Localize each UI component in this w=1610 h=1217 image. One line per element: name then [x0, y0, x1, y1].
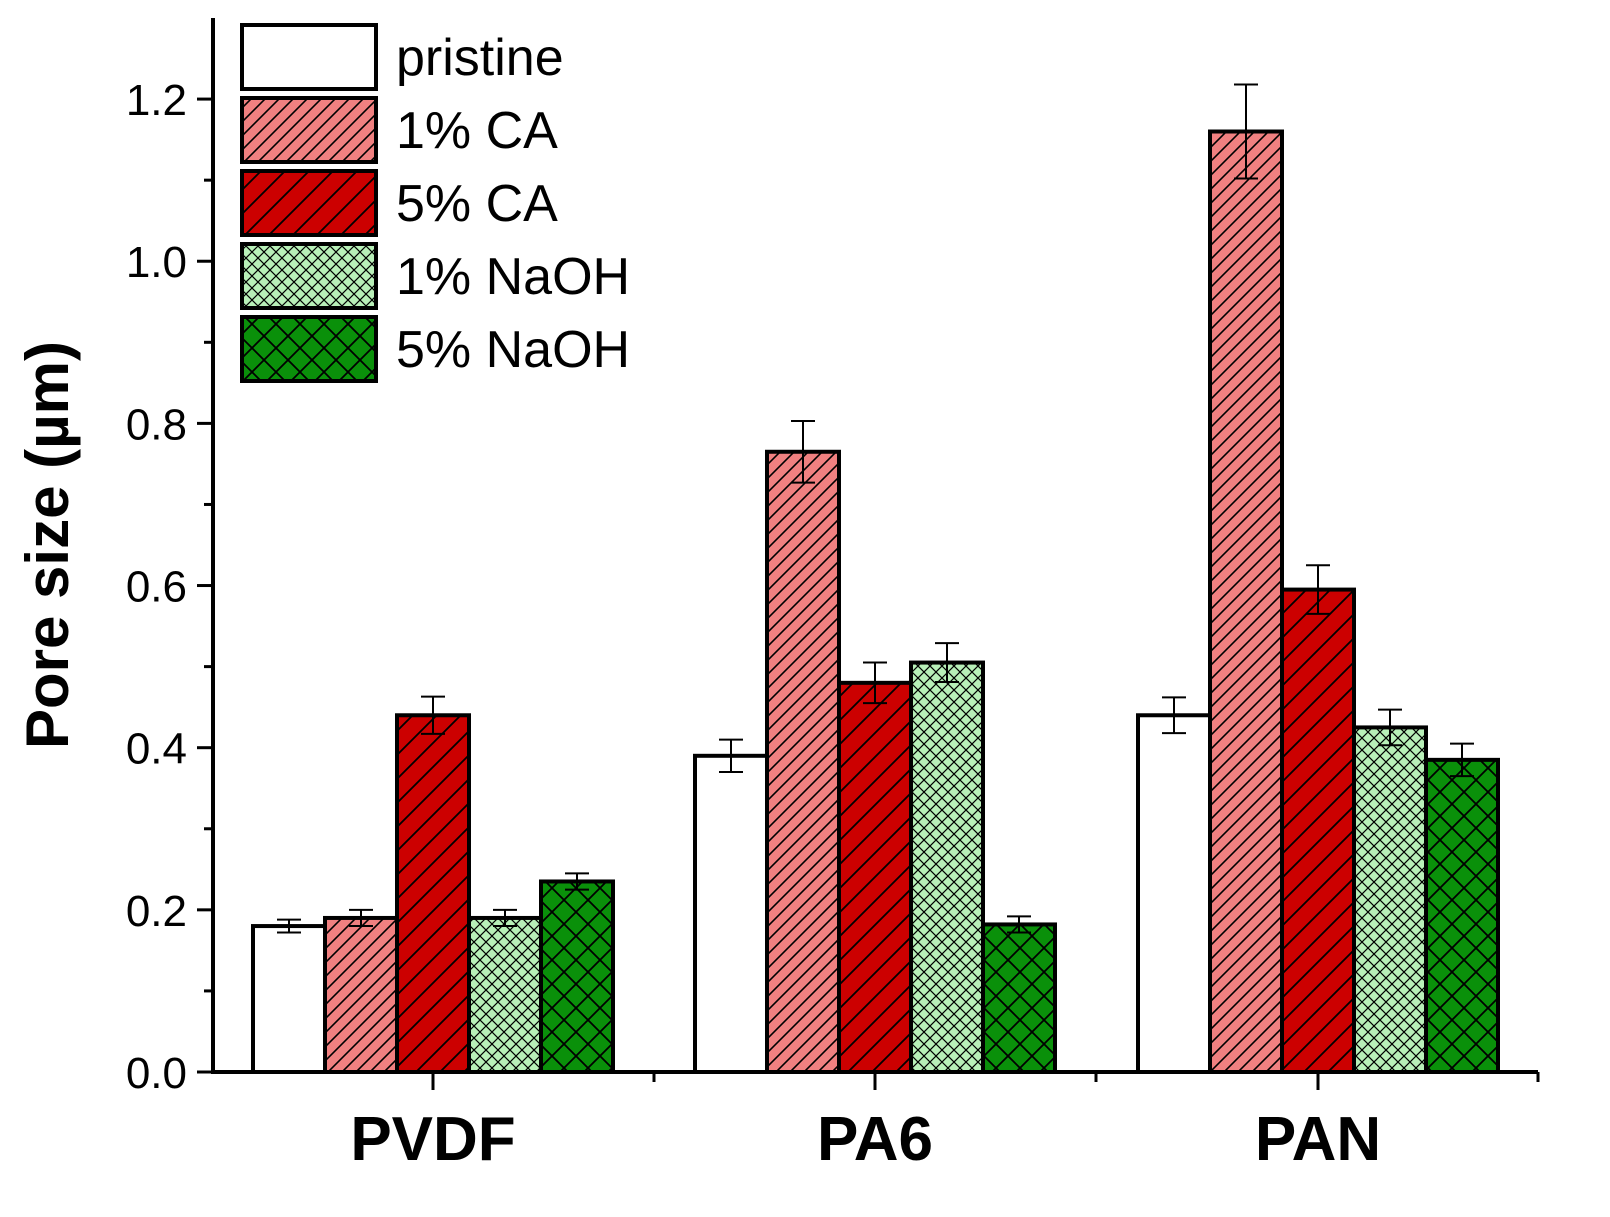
legend-label-1-ca: 1% CA — [396, 102, 558, 160]
bar-pan-5-ca — [1280, 587, 1356, 1074]
legend-label-5-ca: 5% CA — [396, 175, 558, 233]
bar-pan-pristine — [1136, 713, 1212, 1074]
error-bar-pan-5-ca — [1306, 564, 1330, 615]
bar-pan-1-naoh — [1352, 725, 1428, 1075]
y-tick-label: 1.2 — [126, 76, 187, 125]
legend-label-5-naoh: 5% NaOH — [396, 321, 630, 379]
y-tick-label: 0.8 — [126, 400, 187, 449]
x-tick-label-pan: PAN — [1255, 1105, 1381, 1174]
bar-pa6-1-naoh — [909, 660, 985, 1074]
legend-label-pristine: pristine — [396, 29, 564, 87]
bar-pan-1-ca — [1208, 129, 1284, 1074]
bar-pvdf-1-ca — [323, 915, 399, 1075]
error-bar-pa6-5-naoh — [1007, 915, 1031, 934]
error-bar-pvdf-5-naoh — [565, 872, 589, 891]
bar-pa6-5-naoh — [981, 922, 1057, 1074]
bar-pvdf-pristine — [251, 924, 327, 1074]
error-bar-pvdf-1-ca — [349, 908, 373, 928]
plot-area — [251, 83, 1500, 1075]
bar-pa6-1-ca — [765, 449, 841, 1074]
error-bar-pa6-pristine — [719, 738, 743, 774]
bar-pvdf-5-ca — [395, 713, 471, 1074]
error-bar-pvdf-pristine — [277, 918, 301, 934]
y-tick-label: 0.4 — [126, 725, 187, 774]
y-tick-label: 0.0 — [126, 1049, 187, 1098]
error-bar-pvdf-1-naoh — [493, 908, 517, 928]
error-bar-pa6-1-naoh — [935, 642, 959, 684]
legend-swatch-5-ca — [240, 169, 378, 237]
bar-pa6-pristine — [693, 753, 769, 1074]
bar-pa6-5-ca — [837, 680, 913, 1074]
y-tick-label: 1.0 — [126, 238, 187, 287]
error-bar-pa6-1-ca — [791, 419, 815, 484]
legend-label-1-naoh: 1% NaOH — [396, 248, 630, 306]
error-bar-pvdf-5-ca — [421, 695, 445, 735]
legend-swatch-5-naoh — [240, 315, 378, 383]
x-tick-label-pa6: PA6 — [817, 1105, 933, 1174]
legend-swatch-pristine — [240, 23, 378, 91]
error-bar-pa6-5-ca — [863, 661, 887, 705]
axes: 0.0 0.2 0.4 0.6 0.8 1.0 1.2 PVDF PA6 PAN Pore size… — [14, 18, 1540, 1174]
error-bar-pan-pristine — [1162, 696, 1186, 735]
error-bar-pan-1-ca — [1234, 83, 1258, 180]
bar-pan-5-naoh — [1424, 757, 1500, 1074]
error-bar-pan-1-naoh — [1378, 708, 1402, 747]
legend-swatch-1-ca — [240, 96, 378, 164]
legend-swatch-1-naoh — [240, 242, 378, 310]
bar-pvdf-5-naoh — [539, 879, 615, 1074]
bar-pvdf-1-naoh — [467, 915, 543, 1075]
error-bar-pan-5-naoh — [1450, 742, 1474, 778]
y-axis-title: Pore size (µm) — [14, 341, 81, 749]
legend: pristine 1% CA 5% CA 1% NaOH 5% NaOH — [240, 23, 630, 383]
x-tick-label-pvdf: PVDF — [350, 1105, 515, 1174]
y-tick-label: 0.6 — [126, 563, 187, 612]
y-tick-label: 0.2 — [126, 887, 187, 936]
